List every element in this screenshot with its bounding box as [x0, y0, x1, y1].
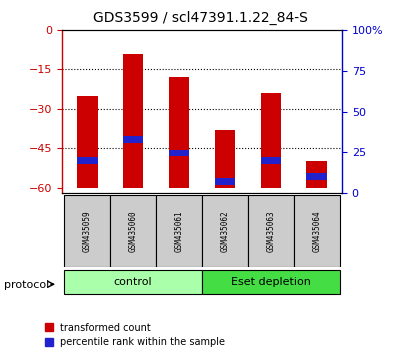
- Bar: [306, 161, 327, 188]
- Text: GSM435060: GSM435060: [129, 210, 138, 252]
- Text: Eset depletion: Eset depletion: [231, 277, 311, 287]
- Bar: [202, 195, 248, 267]
- Bar: [306, 173, 327, 180]
- Text: GSM435061: GSM435061: [174, 210, 184, 252]
- Text: GSM435063: GSM435063: [266, 210, 275, 252]
- Text: GSM435064: GSM435064: [312, 210, 321, 252]
- Bar: [248, 195, 294, 267]
- Text: GSM435062: GSM435062: [220, 210, 230, 252]
- Bar: [77, 158, 98, 164]
- Bar: [215, 130, 235, 188]
- Text: GSM435059: GSM435059: [83, 210, 92, 252]
- Bar: [215, 178, 235, 185]
- Bar: [169, 150, 189, 156]
- Bar: [156, 195, 202, 267]
- Bar: [64, 195, 110, 267]
- Text: GDS3599 / scl47391.1.22_84-S: GDS3599 / scl47391.1.22_84-S: [92, 11, 308, 25]
- Bar: [169, 78, 189, 188]
- Bar: [110, 195, 156, 267]
- Text: control: control: [114, 277, 152, 287]
- Bar: [123, 136, 144, 143]
- Bar: [260, 158, 281, 164]
- Text: protocol: protocol: [4, 280, 49, 290]
- Bar: [77, 96, 98, 188]
- Bar: [260, 93, 281, 188]
- Legend: transformed count, percentile rank within the sample: transformed count, percentile rank withi…: [45, 322, 226, 347]
- Bar: [202, 270, 340, 294]
- Bar: [294, 195, 340, 267]
- Bar: [123, 54, 144, 188]
- Bar: [64, 270, 202, 294]
